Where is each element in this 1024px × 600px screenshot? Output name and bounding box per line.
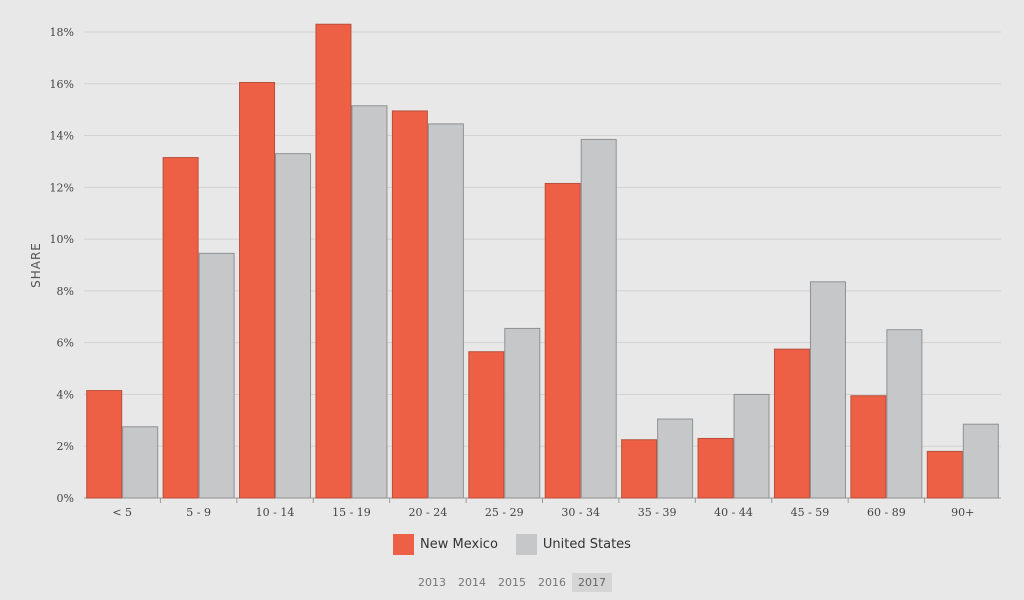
bar-united-states [962, 423, 999, 499]
bar-new-mexico [468, 351, 505, 499]
bar-united-states [733, 393, 770, 499]
bar-united-states [657, 418, 694, 499]
bar-chart: 0% 2% 4% 6% 8% 10% 12% 14% 16% 18% SHARE < 5 5 - 9 10… [29, 23, 1001, 519]
year-option-2015[interactable]: 2015 [498, 576, 526, 589]
bar-united-states [580, 138, 617, 499]
y-tick-label: 0% [57, 492, 74, 505]
bar-new-mexico [697, 437, 734, 499]
y-axis-title: SHARE [29, 242, 43, 288]
bar-new-mexico [926, 450, 963, 499]
x-tick-label: 5 - 9 [186, 506, 211, 519]
year-selector: 2013 2014 2015 2016 2017 [0, 573, 1024, 592]
x-tick-label: 15 - 19 [332, 506, 371, 519]
bar-new-mexico [162, 157, 199, 499]
y-tick-label: 18% [50, 26, 74, 39]
y-tick-label: 2% [57, 440, 74, 453]
y-tick-label: 16% [50, 78, 74, 91]
y-tick-label: 12% [50, 181, 74, 194]
bar-new-mexico [315, 23, 352, 499]
legend: New Mexico United States [0, 534, 1024, 555]
x-tick-label: 90+ [951, 506, 974, 519]
bar-new-mexico [621, 439, 658, 499]
legend-item-new-mexico[interactable]: New Mexico [393, 534, 498, 555]
x-tick-label: 25 - 29 [485, 506, 524, 519]
x-tick-label: 30 - 34 [561, 506, 600, 519]
bar-new-mexico [773, 348, 810, 499]
x-tick-label: 20 - 24 [409, 506, 448, 519]
bar-united-states [504, 327, 541, 499]
y-tick-label: 14% [50, 130, 74, 143]
bar-united-states [809, 281, 846, 499]
bar-united-states [198, 252, 235, 499]
legend-swatch-united-states [515, 534, 537, 555]
x-tick-label: 40 - 44 [714, 506, 753, 519]
year-option-2014[interactable]: 2014 [458, 576, 486, 589]
legend-swatch-new-mexico [393, 534, 415, 555]
bar-new-mexico [391, 110, 428, 499]
bar-united-states [886, 329, 923, 499]
bar-new-mexico [86, 390, 123, 499]
y-tick-label: 8% [57, 285, 74, 298]
year-option-2013[interactable]: 2013 [418, 576, 446, 589]
bar-new-mexico [850, 395, 887, 499]
legend-item-united-states[interactable]: United States [515, 534, 631, 555]
y-tick-label: 4% [57, 388, 74, 401]
x-tick-label: < 5 [112, 506, 132, 519]
year-option-2016[interactable]: 2016 [538, 576, 566, 589]
legend-label-united-states: United States [542, 537, 631, 552]
bar-united-states [427, 123, 464, 499]
x-tick-label: 35 - 39 [638, 506, 677, 519]
x-tick-label: 60 - 89 [867, 506, 906, 519]
y-tick-label: 10% [50, 233, 74, 246]
bar-new-mexico [239, 81, 276, 499]
y-tick-label: 6% [57, 337, 74, 350]
x-tick-label: 10 - 14 [256, 506, 295, 519]
x-tick-label: 45 - 59 [791, 506, 830, 519]
bar-new-mexico [544, 182, 581, 499]
bar-united-states [122, 426, 159, 499]
bar-united-states [351, 105, 388, 499]
year-option-2017[interactable]: 2017 [572, 573, 612, 592]
legend-label-new-mexico: New Mexico [420, 537, 498, 552]
bar-united-states [275, 153, 312, 499]
